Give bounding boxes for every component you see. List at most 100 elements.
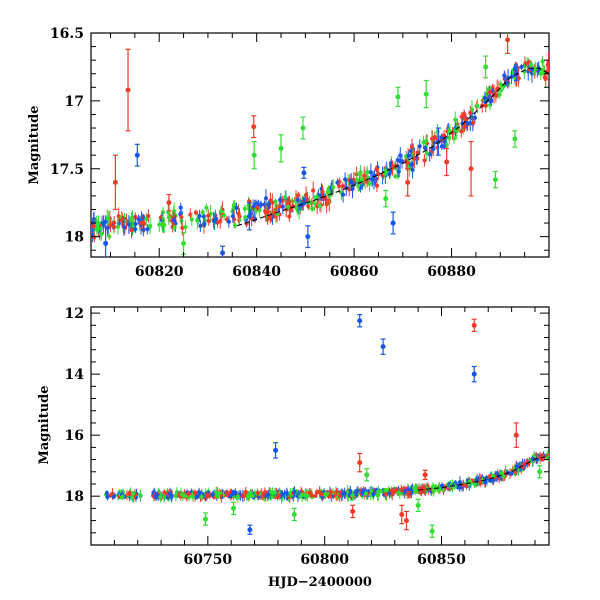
top-outlier-point-green xyxy=(181,240,187,246)
bottom-data-point-red xyxy=(186,491,191,497)
top-data-point-red xyxy=(286,198,291,203)
top-data-point-blue xyxy=(263,196,269,201)
top-data-point-blue xyxy=(266,202,271,207)
top-data-point-red xyxy=(483,103,488,108)
bottom-data-point-red xyxy=(127,491,132,497)
top-data-point-red xyxy=(327,198,332,203)
bottom-data-point-blue xyxy=(348,488,353,494)
bottom-y-tick-label: 18 xyxy=(65,489,84,505)
bottom-data-point-red xyxy=(538,455,543,460)
bottom-data-point-green xyxy=(498,471,503,476)
bottom-data-point-red xyxy=(319,492,325,497)
bottom-axis-ticks: 60750 60800 60850 12 14 16 18 xyxy=(65,306,549,568)
bottom-data-point-green xyxy=(323,492,328,497)
top-data-point-green xyxy=(166,215,172,220)
bottom-data-point-red xyxy=(461,482,466,487)
top-outlier-point-green xyxy=(512,136,518,142)
bottom-data-point-green xyxy=(235,494,241,499)
bottom-outlier-point-red xyxy=(350,508,356,514)
top-data-point-red xyxy=(422,158,427,163)
bottom-data-point-green xyxy=(303,493,308,498)
top-outlier-point-red xyxy=(112,179,118,185)
bottom-data-point-blue xyxy=(514,464,519,469)
top-data-point-blue xyxy=(423,145,428,151)
top-data-point-red xyxy=(268,214,273,219)
bottom-outlier-point-red xyxy=(403,518,409,524)
top-data-point-blue xyxy=(488,99,494,104)
bottom-data-point-red xyxy=(478,480,483,485)
top-data-point-red xyxy=(441,133,447,138)
top-outlier-point-red xyxy=(166,200,172,206)
top-outlier-point-blue xyxy=(220,250,226,256)
top-data-point-green xyxy=(453,117,458,122)
top-data-point-green xyxy=(367,181,372,186)
bottom-data-point-blue xyxy=(194,495,199,500)
bottom-data-point-blue xyxy=(483,480,488,485)
bottom-data-point-green xyxy=(199,494,204,500)
top-data-point-red xyxy=(193,210,198,215)
top-data-point-red xyxy=(376,172,381,177)
bottom-data-point-green xyxy=(158,495,163,500)
top-data-point-blue xyxy=(133,221,138,227)
bottom-outlier-point-green xyxy=(291,511,297,517)
top-data-point-green xyxy=(365,170,370,175)
top-data-point-green xyxy=(317,203,322,208)
top-data-point-red xyxy=(336,183,342,189)
top-data-point-blue xyxy=(399,159,405,164)
top-outlier-point-green xyxy=(278,145,284,151)
top-data-point-blue xyxy=(406,153,411,158)
top-data-point-green xyxy=(393,174,398,179)
top-data-point-red xyxy=(92,235,97,240)
top-outlier-point-blue xyxy=(103,240,109,246)
bottom-data-point-blue xyxy=(360,490,365,495)
top-data-point-red xyxy=(374,183,380,188)
top-data-point-blue xyxy=(502,73,507,78)
top-outlier-point-blue xyxy=(246,213,252,219)
bottom-x-tick-label: 60750 xyxy=(183,552,232,568)
top-x-tick-label: 60840 xyxy=(232,264,281,280)
top-model-curve xyxy=(236,67,549,227)
top-data-point-green xyxy=(307,200,312,205)
bottom-data-point-blue xyxy=(285,491,290,496)
top-axis-ticks: 60820 60840 60860 60880 16.5 17 17.5 18 xyxy=(50,26,550,280)
top-data-point-red xyxy=(545,62,549,67)
bottom-data-point-red xyxy=(276,493,281,498)
top-data-point-blue xyxy=(178,205,183,210)
top-data-point-blue xyxy=(439,144,445,149)
bottom-data-point-red xyxy=(389,488,394,493)
top-data-point-green xyxy=(195,218,200,223)
top-data-point-green xyxy=(183,224,188,230)
top-data-point-green xyxy=(294,205,299,211)
top-outlier-point-green xyxy=(483,64,489,70)
bottom-data-point-blue xyxy=(210,492,215,497)
bottom-data-point-blue xyxy=(111,494,116,499)
top-data-point-red xyxy=(320,189,325,195)
bottom-data-point-green xyxy=(397,491,402,496)
bottom-outlier-point-blue xyxy=(357,318,363,324)
top-data-point-green xyxy=(166,210,171,215)
top-data-point-red xyxy=(542,75,548,80)
top-data-point-red xyxy=(120,217,125,222)
bottom-plot-data xyxy=(104,314,549,538)
top-data-point-blue xyxy=(198,223,203,228)
bottom-data-point-red xyxy=(225,490,230,495)
top-outlier-point-red xyxy=(251,124,257,130)
top-data-point-blue xyxy=(396,169,401,174)
top-data-point-green xyxy=(162,222,167,228)
bottom-data-point-green xyxy=(191,494,196,500)
top-data-point-blue xyxy=(202,221,207,226)
top-y-tick-label: 18 xyxy=(65,230,84,246)
bottom-data-point-green xyxy=(129,495,135,501)
bottom-data-point-blue xyxy=(266,492,271,497)
bottom-data-point-green xyxy=(546,456,549,461)
bottom-outlier-point-green xyxy=(364,472,370,478)
top-outlier-point-red xyxy=(444,159,450,165)
bottom-y-axis-title: Magnitude xyxy=(37,385,52,464)
bottom-data-point-green xyxy=(412,489,418,494)
top-data-point-green xyxy=(424,138,429,144)
top-data-point-green xyxy=(115,224,121,229)
bottom-data-point-blue xyxy=(342,491,347,496)
top-data-point-green xyxy=(538,71,543,76)
top-data-point-green xyxy=(475,103,480,108)
bottom-y-tick-label: 16 xyxy=(65,428,84,444)
